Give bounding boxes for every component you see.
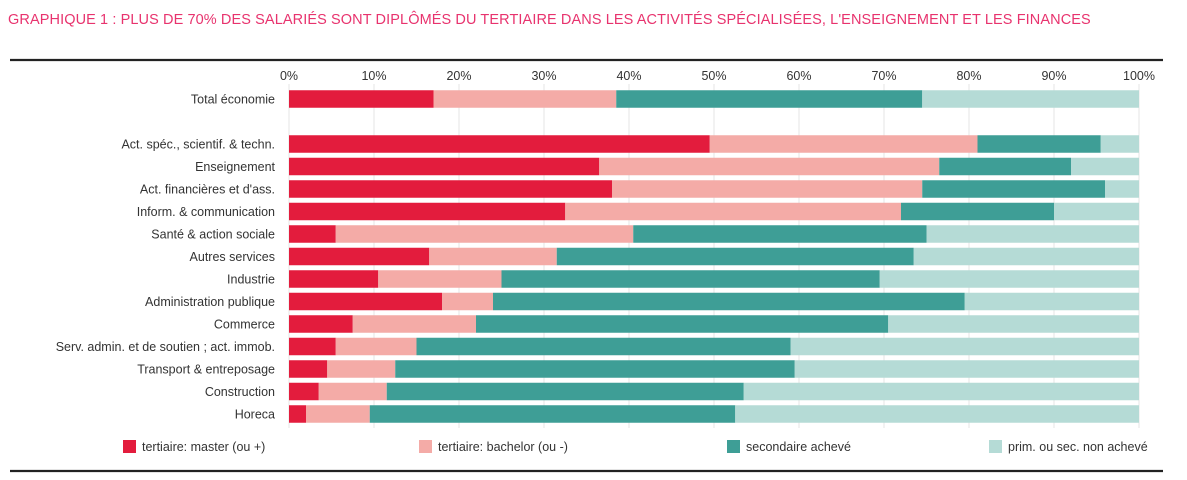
bar-segment: [289, 202, 566, 221]
legend-swatch: [989, 440, 1002, 453]
legend-label: tertiaire: master (ou +): [142, 440, 265, 454]
bar-segment: [289, 90, 434, 108]
bar-segment: [1054, 202, 1139, 221]
bar-segment: [442, 292, 493, 311]
bar-segment: [335, 337, 417, 356]
legend-swatch: [727, 440, 740, 453]
category-label: Act. financières et d'ass.: [140, 183, 275, 197]
x-tick-label: 90%: [1041, 69, 1066, 83]
bar-segment: [922, 90, 1139, 108]
category-label: Serv. admin. et de soutien ; act. immob.: [56, 340, 275, 354]
x-tick-label: 40%: [616, 69, 641, 83]
bar-segment: [565, 202, 901, 221]
bar-segment: [612, 180, 923, 198]
bar-segment: [964, 292, 1139, 311]
bar-segment: [599, 157, 940, 176]
bar-segment: [556, 247, 914, 266]
bar-segment: [378, 270, 502, 288]
category-label: Autres services: [190, 250, 275, 264]
category-label: Enseignement: [195, 160, 275, 174]
category-label: Inform. & communication: [137, 205, 275, 219]
category-label: Total économie: [191, 93, 275, 107]
bar-segment: [709, 135, 978, 153]
category-label: Act. spéc., scientif. & techn.: [121, 138, 275, 152]
x-axis-ticks: 0% 10% 20% 30% 40% 50% 60% 70% 80% 90% 100%: [280, 69, 1155, 83]
x-tick-label: 100%: [1123, 69, 1155, 83]
bar-segment: [289, 382, 319, 401]
bar-segment: [352, 315, 476, 333]
bar-segment: [289, 337, 336, 356]
bar-segment: [1100, 135, 1139, 153]
bar-segment: [289, 247, 430, 266]
legend-label: tertiaire: bachelor (ou -): [438, 440, 568, 454]
x-tick-label: 30%: [531, 69, 556, 83]
legend-label: secondaire achevé: [746, 440, 851, 454]
category-label: Industrie: [227, 273, 275, 287]
bar-segment: [735, 405, 1139, 423]
bar-segment: [501, 270, 880, 288]
bar-segment: [289, 225, 336, 243]
legend: tertiaire: master (ou +) tertiaire: bache…: [123, 440, 1148, 454]
bar-segment: [369, 405, 736, 423]
bar-segment: [289, 157, 600, 176]
chart-title: GRAPHIQUE 1 : PLUS DE 70% DES SALARIÉS S…: [8, 12, 1091, 28]
bar-segment: [616, 90, 923, 108]
bar-segment: [395, 360, 795, 378]
category-label: Commerce: [214, 318, 275, 332]
category-label: Construction: [205, 385, 275, 399]
bar-segment: [743, 382, 1139, 401]
category-label: Transport & entreposage: [137, 363, 275, 377]
bar-segment: [633, 225, 927, 243]
legend-swatch: [123, 440, 136, 453]
x-tick-label: 70%: [871, 69, 896, 83]
bar-segment: [289, 315, 353, 333]
category-label: Santé & action sociale: [151, 228, 275, 242]
bar-segment: [289, 360, 328, 378]
category-label: Horeca: [235, 408, 275, 422]
x-tick-label: 10%: [361, 69, 386, 83]
bar-segment: [306, 405, 370, 423]
x-tick-label: 60%: [786, 69, 811, 83]
x-tick-label: 80%: [956, 69, 981, 83]
bar-segment: [888, 315, 1139, 333]
bar-segment: [913, 247, 1139, 266]
bar-segment: [416, 337, 791, 356]
bar-segment: [335, 225, 634, 243]
bar-segment: [939, 157, 1071, 176]
bar-segment: [977, 135, 1101, 153]
bar-segment: [794, 360, 1139, 378]
x-tick-label: 0%: [280, 69, 298, 83]
bar-segment: [327, 360, 396, 378]
bar-segment: [318, 382, 387, 401]
category-label: Administration publique: [145, 295, 275, 309]
bar-segment: [901, 202, 1054, 221]
bar-segment: [879, 270, 1139, 288]
bar-segment: [289, 270, 379, 288]
x-tick-label: 50%: [701, 69, 726, 83]
bar-segment: [386, 382, 744, 401]
bar-segment: [289, 135, 710, 153]
bar-segment: [429, 247, 557, 266]
bar-segment: [790, 337, 1139, 356]
bar-segment: [922, 180, 1105, 198]
legend-label: prim. ou sec. non achevé: [1008, 440, 1148, 454]
bar-segment: [1105, 180, 1139, 198]
bar-segment: [289, 405, 306, 423]
bar-segment: [289, 292, 442, 311]
bars: [289, 90, 1139, 423]
legend-swatch: [419, 440, 432, 453]
category-labels: Total économie Act. spéc., scientif. & te…: [56, 93, 276, 422]
bar-segment: [433, 90, 617, 108]
bar-segment: [926, 225, 1139, 243]
bar-segment: [493, 292, 965, 311]
bar-segment: [289, 180, 612, 198]
bar-segment: [1071, 157, 1139, 176]
x-tick-label: 20%: [446, 69, 471, 83]
bar-segment: [476, 315, 889, 333]
